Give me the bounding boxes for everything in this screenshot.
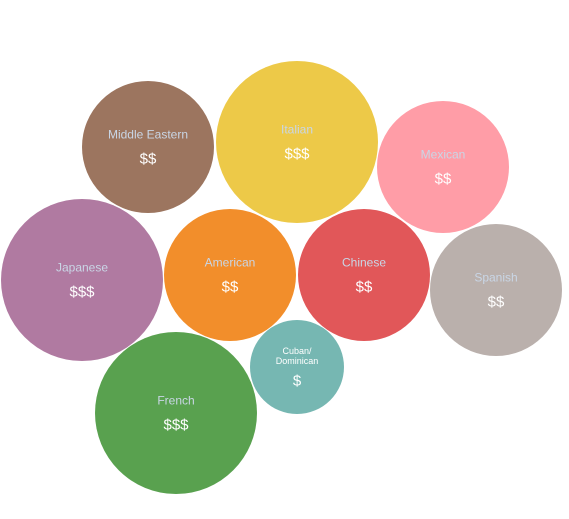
bubble-label: American [205, 256, 256, 270]
bubble-price: $$$ [163, 416, 189, 433]
bubble-label: Japanese [56, 261, 108, 275]
bubble-circle[interactable] [377, 101, 509, 233]
bubble-circle[interactable] [250, 320, 344, 414]
bubble-cuban-dominican[interactable]: Cuban/Dominican $ [250, 320, 344, 414]
bubble-price: $$ [356, 278, 373, 295]
bubble-circle[interactable] [430, 224, 562, 356]
bubble-price: $$ [488, 293, 505, 310]
bubble-price: $ [293, 372, 302, 389]
bubble-price: $$$ [69, 283, 95, 300]
bubble-japanese[interactable]: Japanese $$$ [1, 199, 163, 361]
bubble-label: French [157, 394, 194, 408]
bubble-italian[interactable]: Italian $$$ [216, 61, 378, 223]
bubble-price: $$ [435, 170, 452, 187]
bubble-circle[interactable] [1, 199, 163, 361]
bubble-price: $$$ [284, 145, 310, 162]
bubble-price: $$ [140, 150, 157, 167]
bubble-label: Mexican [421, 148, 466, 162]
bubble-american[interactable]: American $$ [164, 209, 296, 341]
bubble-price: $$ [222, 278, 239, 295]
bubble-spanish[interactable]: Spanish $$ [430, 224, 562, 356]
bubble-middle-eastern[interactable]: Middle Eastern $$ [82, 81, 214, 213]
bubble-label: Middle Eastern [108, 128, 188, 142]
bubble-french[interactable]: French $$$ [95, 332, 257, 494]
bubble-circle[interactable] [216, 61, 378, 223]
bubble-label: Spanish [474, 271, 517, 285]
bubble-circle[interactable] [82, 81, 214, 213]
bubble-circle[interactable] [164, 209, 296, 341]
bubble-label: Cuban/Dominican [276, 346, 319, 366]
bubble-chinese[interactable]: Chinese $$ [298, 209, 430, 341]
bubble-mexican[interactable]: Mexican $$ [377, 101, 509, 233]
bubble-label: Chinese [342, 256, 386, 270]
bubble-label: Italian [281, 123, 313, 137]
bubble-circle[interactable] [298, 209, 430, 341]
bubble-circle[interactable] [95, 332, 257, 494]
